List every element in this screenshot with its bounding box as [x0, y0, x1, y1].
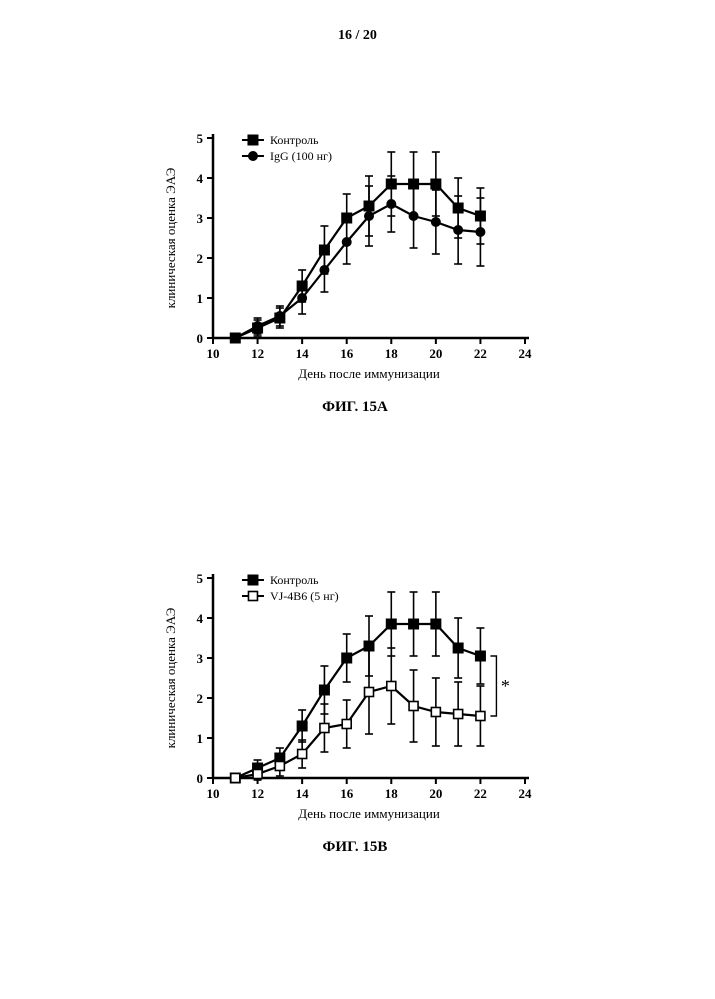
svg-text:1: 1 — [197, 291, 204, 306]
caption-15a: ФИГ. 15A — [155, 399, 555, 416]
svg-text:клиническая оценка ЭАЭ: клиническая оценка ЭАЭ — [163, 167, 178, 308]
svg-text:14: 14 — [296, 786, 310, 801]
svg-text:5: 5 — [197, 571, 204, 586]
svg-text:Контроль: Контроль — [270, 573, 319, 587]
svg-text:22: 22 — [474, 346, 487, 361]
figure-15a: 0123451012141618202224День после иммуниз… — [155, 120, 555, 416]
svg-text:2: 2 — [197, 251, 204, 266]
svg-text:3: 3 — [197, 651, 204, 666]
chart-15b-svg: 0123451012141618202224День после иммуниз… — [155, 560, 555, 830]
svg-text:IgG (100 нг): IgG (100 нг) — [270, 149, 332, 163]
svg-text:18: 18 — [385, 786, 399, 801]
svg-text:24: 24 — [519, 346, 533, 361]
svg-text:4: 4 — [197, 171, 204, 186]
svg-text:*: * — [501, 676, 510, 696]
svg-text:12: 12 — [251, 346, 264, 361]
svg-text:VJ-4B6 (5 нг): VJ-4B6 (5 нг) — [270, 589, 339, 603]
svg-text:1: 1 — [197, 731, 204, 746]
svg-text:14: 14 — [296, 346, 310, 361]
chart-15a-svg: 0123451012141618202224День после иммуниз… — [155, 120, 555, 390]
svg-text:16: 16 — [340, 786, 354, 801]
svg-text:3: 3 — [197, 211, 204, 226]
svg-text:0: 0 — [197, 771, 204, 786]
figure-15b: 0123451012141618202224День после иммуниз… — [155, 560, 555, 856]
svg-text:10: 10 — [207, 786, 220, 801]
svg-text:18: 18 — [385, 346, 399, 361]
svg-text:20: 20 — [429, 786, 442, 801]
page: 16 / 20 0123451012141618202224День после… — [0, 0, 715, 999]
page-number: 16 / 20 — [0, 28, 715, 44]
svg-text:Контроль: Контроль — [270, 133, 319, 147]
svg-text:10: 10 — [207, 346, 220, 361]
svg-text:24: 24 — [519, 786, 533, 801]
svg-text:16: 16 — [340, 346, 354, 361]
svg-text:4: 4 — [197, 611, 204, 626]
svg-text:2: 2 — [197, 691, 204, 706]
svg-text:20: 20 — [429, 346, 442, 361]
caption-15b: ФИГ. 15B — [155, 839, 555, 856]
svg-text:5: 5 — [197, 131, 204, 146]
svg-text:22: 22 — [474, 786, 487, 801]
svg-text:День после иммунизации: День после иммунизации — [298, 366, 440, 381]
svg-text:12: 12 — [251, 786, 264, 801]
svg-text:клиническая оценка ЭАЭ: клиническая оценка ЭАЭ — [163, 607, 178, 748]
svg-text:День после иммунизации: День после иммунизации — [298, 806, 440, 821]
svg-text:0: 0 — [197, 331, 204, 346]
